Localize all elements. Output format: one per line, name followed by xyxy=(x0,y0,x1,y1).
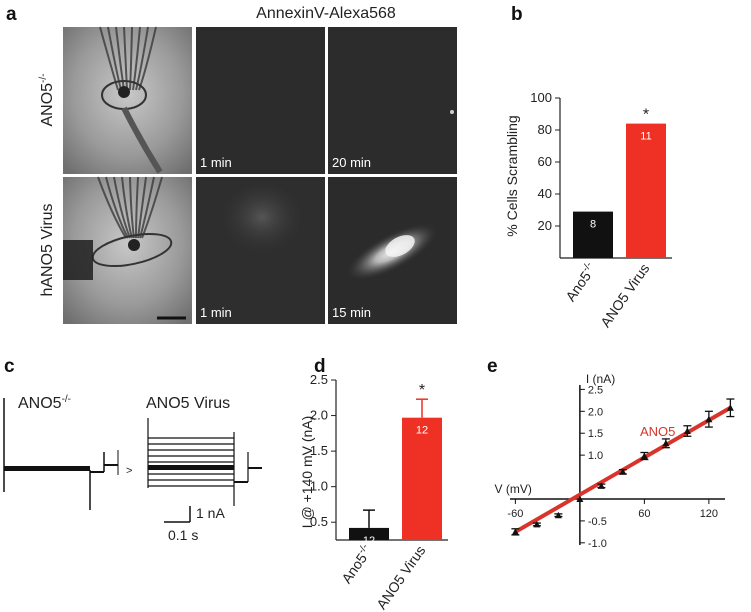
y-tick-label: 40 xyxy=(538,186,552,201)
bar xyxy=(402,417,442,540)
y-tick-label: 2.0 xyxy=(588,406,603,418)
data-point xyxy=(640,452,648,460)
scale-time-label: 0.1 s xyxy=(168,527,198,543)
chart-e-plot: -60 60 120 -1.0 -0.5 1.0 1.5 2.0 2.5 V (mV) I (nA)… xyxy=(495,372,735,550)
fluorescence-image-row1-t1 xyxy=(196,27,325,174)
y-tick-label: 100 xyxy=(530,90,552,105)
data-point xyxy=(511,528,519,535)
bar xyxy=(573,211,613,258)
y-axis-label: I (nA) xyxy=(586,372,615,386)
bar xyxy=(349,527,389,540)
category-label: Ano5-/- xyxy=(337,542,375,586)
y-tick-label: 2.5 xyxy=(588,384,603,396)
category-label: ANO5 Virus xyxy=(373,543,428,612)
time-label-r1-c2: 20 min xyxy=(332,155,371,170)
bar-n-label: 12 xyxy=(363,535,375,547)
panel-label-c: c xyxy=(4,356,15,377)
data-point xyxy=(683,427,691,435)
bar-n-label: 11 xyxy=(640,131,651,143)
category-label: ANO5 Virus xyxy=(597,261,652,331)
x-tick-label: 120 xyxy=(700,508,718,520)
x-axis-label: V (mV) xyxy=(495,482,532,496)
y-tick-label: 1.0 xyxy=(588,450,603,462)
panel-a: a AnnexinV-Alexa568 ANO5-/- hANO5 Virus xyxy=(6,4,457,324)
y-tick-label: 2.5 xyxy=(310,372,328,387)
time-label-r1-c1: 1 min xyxy=(200,155,232,170)
significance-star: * xyxy=(643,107,649,124)
panel-a-title: AnnexinV-Alexa568 xyxy=(256,5,396,22)
scale-current-label: 1 nA xyxy=(196,505,225,521)
panel-d: d I @ +140 mV (nA) 0.51.01.52.02.512Ano5… xyxy=(299,356,448,612)
faint-cell-glow xyxy=(217,185,307,265)
fluorescence-image-row1-t2 xyxy=(328,27,457,174)
trace-label-ano5-knockout: ANO5-/- xyxy=(18,394,71,412)
row-label-ano5-knockout: ANO5-/- xyxy=(38,73,56,126)
trace-scale-bar xyxy=(164,506,191,523)
brightfield-image-top xyxy=(63,26,192,174)
y-tick-label: 2.0 xyxy=(310,408,328,423)
series-label: ANO5 xyxy=(640,424,675,439)
y-tick-label: 60 xyxy=(538,154,552,169)
time-label-r2-c2: 15 min xyxy=(332,305,371,320)
panel-label-e: e xyxy=(487,356,498,377)
data-point xyxy=(576,495,584,502)
data-point xyxy=(705,415,713,423)
y-tick-label: 1.0 xyxy=(310,479,328,494)
panel-label-b: b xyxy=(511,4,523,25)
panel-c: c ANO5-/- ANO5 Virus > xyxy=(3,356,262,543)
data-point xyxy=(619,468,627,475)
cell-bright-core xyxy=(385,235,415,257)
panel-e: e -60 60 120 -1.0 -0.5 1.0 1.5 2.0 2.5 V (mV) I (n… xyxy=(487,356,735,550)
fluorescence-speck xyxy=(450,110,454,114)
y-tick-label: 1.5 xyxy=(588,428,603,440)
chart-b-ylabel: % Cells Scrambling xyxy=(504,115,520,236)
trace-label-ano5-virus: ANO5 Virus xyxy=(146,395,230,412)
brightfield-image-bottom xyxy=(63,176,192,324)
category-label: Ano5-/- xyxy=(561,260,599,304)
bar-n-label: 8 xyxy=(590,219,596,231)
y-tick-label: -0.5 xyxy=(588,516,607,528)
x-tick-label: 60 xyxy=(638,508,650,520)
y-tick-label: -1.0 xyxy=(588,538,607,550)
y-tick-label: 80 xyxy=(538,122,552,137)
bar-n-label: 12 xyxy=(416,425,428,437)
chart-b-plot: 20 40 60 80 100 8 Ano5-/- 11 * ANO5 Virus xyxy=(530,90,672,330)
y-tick-label: 0.5 xyxy=(310,514,328,529)
current-trace-knockout xyxy=(3,398,119,510)
significance-star: * xyxy=(419,382,425,399)
x-tick-label: -60 xyxy=(507,508,523,520)
row-label-hano5-virus: hANO5 Virus xyxy=(39,203,56,296)
time-label-r2-c1: 1 min xyxy=(200,305,232,320)
bar xyxy=(626,123,666,258)
data-point xyxy=(662,439,670,447)
trace-arrow: > xyxy=(126,465,132,477)
panel-label-a: a xyxy=(6,4,17,25)
data-point xyxy=(726,404,734,411)
panel-label-d: d xyxy=(314,356,326,377)
current-trace-virus xyxy=(147,418,262,506)
data-point xyxy=(533,520,541,528)
y-tick-label: 1.5 xyxy=(310,443,328,458)
chart-d-ylabel: I @ +140 mV (nA) xyxy=(299,416,315,529)
panel-b: b % Cells Scrambling 20 40 60 80 100 8 Ano5-/-… xyxy=(504,4,672,330)
data-point xyxy=(554,511,562,519)
data-point xyxy=(597,482,605,489)
y-tick-label: 20 xyxy=(538,218,552,233)
